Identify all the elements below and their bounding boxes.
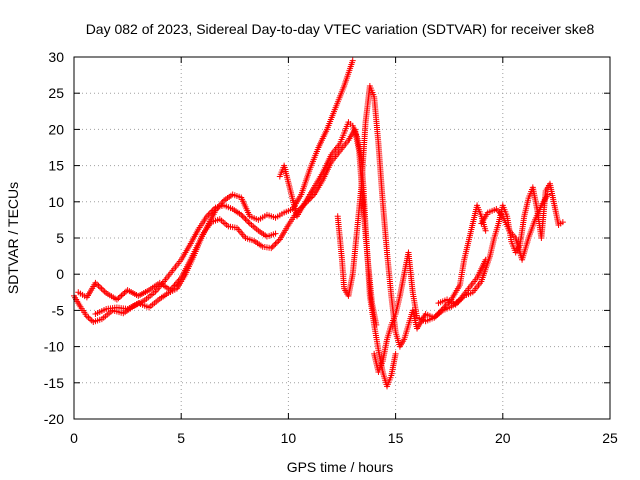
data-point: [241, 214, 248, 221]
data-point: [432, 313, 439, 320]
axis-ticks: 0 5 10 15 20 25 -20 -15 -10 -5 0 5 10 15 20 25 30: [44, 49, 618, 446]
data-point: [245, 219, 252, 226]
data-point: [392, 350, 399, 357]
data-point: [434, 311, 441, 318]
x-tick-label: 25: [602, 430, 618, 446]
x-axis-label: GPS time / hours: [287, 459, 394, 475]
chart-title: Day 082 of 2023, Sidereal Day-to-day VTE…: [86, 21, 595, 37]
data-point: [458, 295, 465, 302]
data-point: [271, 242, 278, 249]
data-point: [559, 219, 566, 226]
data-point: [273, 239, 280, 246]
y-tick-label: -20: [44, 411, 64, 427]
data-point: [205, 211, 212, 218]
x-tick-label: 5: [177, 430, 185, 446]
data-point: [95, 282, 102, 289]
data-point: [115, 295, 122, 302]
y-tick-label: 15: [48, 158, 64, 174]
data-point: [242, 216, 249, 223]
data-point: [272, 230, 279, 237]
y-tick-label: 25: [48, 85, 64, 101]
data-point: [203, 213, 210, 220]
data-point: [268, 245, 275, 252]
x-tick-label: 0: [70, 430, 78, 446]
data-point: [459, 294, 466, 301]
data-point: [269, 243, 276, 250]
data-point: [454, 300, 461, 307]
y-tick-label: -15: [44, 375, 64, 391]
data-point: [544, 191, 551, 198]
data-points: [71, 57, 566, 390]
data-point: [452, 301, 459, 308]
data-point: [455, 298, 462, 305]
y-tick-label: 30: [48, 49, 64, 65]
data-point: [239, 213, 246, 220]
data-point: [120, 291, 127, 298]
data-point: [435, 310, 442, 317]
y-tick-label: 0: [56, 266, 64, 282]
data-point: [206, 210, 213, 217]
data-point: [100, 287, 107, 294]
data-point: [436, 308, 443, 315]
y-tick-label: -10: [44, 339, 64, 355]
data-point: [275, 237, 282, 244]
data-point: [118, 292, 125, 299]
data-point: [431, 314, 438, 321]
x-tick-label: 15: [388, 430, 404, 446]
y-tick-label: -5: [52, 302, 65, 318]
x-tick-label: 10: [281, 430, 297, 446]
data-point: [438, 307, 445, 314]
data-point: [456, 297, 463, 304]
data-point: [97, 284, 104, 291]
data-point: [482, 227, 489, 234]
y-tick-label: 10: [48, 194, 64, 210]
data-point: [98, 285, 105, 292]
data-point: [272, 240, 279, 247]
x-tick-label: 20: [495, 430, 511, 446]
data-point: [243, 217, 250, 224]
data-point: [349, 57, 356, 64]
y-tick-label: 20: [48, 121, 64, 137]
y-axis-label: SDTVAR / TECUs: [5, 182, 21, 294]
data-point: [238, 211, 245, 218]
y-tick-label: 5: [56, 230, 64, 246]
